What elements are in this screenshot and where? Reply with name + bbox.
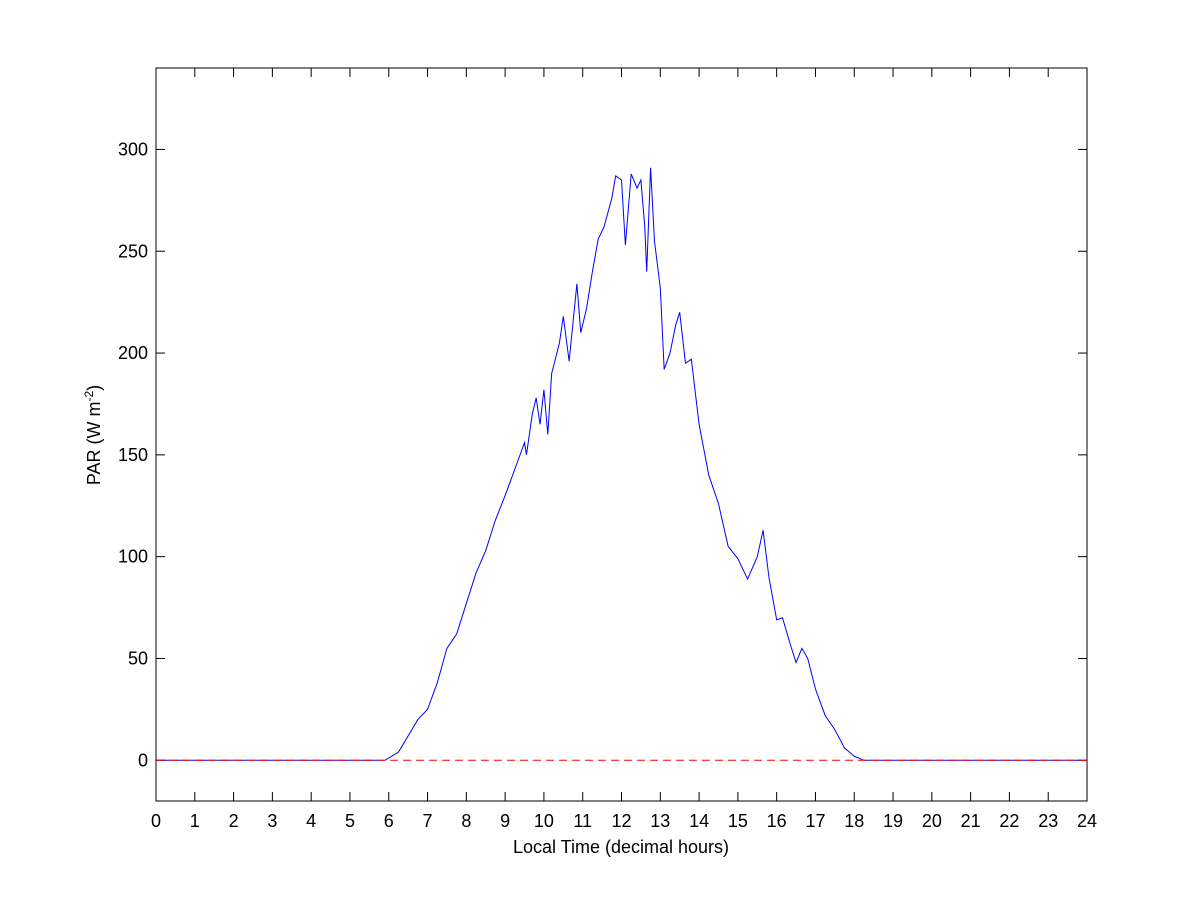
x-tick-label: 4 [306, 811, 316, 831]
y-axis-label-main: PAR (W m [84, 402, 104, 486]
y-axis-label-exponent: -2 [82, 391, 96, 402]
x-tick-label: 17 [805, 811, 825, 831]
y-tick-label: 150 [118, 445, 148, 465]
x-axis-label: Local Time (decimal hours) [513, 837, 729, 857]
x-tick-label: 9 [500, 811, 510, 831]
x-tick-label: 2 [229, 811, 239, 831]
data-line [156, 167, 1087, 761]
x-tick-label: 7 [423, 811, 433, 831]
x-tick-label: 18 [844, 811, 864, 831]
y-tick-label: 250 [118, 241, 148, 261]
x-tick-label: 19 [883, 811, 903, 831]
x-tick-label: 0 [151, 811, 161, 831]
x-tick-label: 22 [999, 811, 1019, 831]
x-tick-label: 3 [267, 811, 277, 831]
x-tick-label: 21 [961, 811, 981, 831]
x-tick-label: 5 [345, 811, 355, 831]
y-tick-label: 200 [118, 343, 148, 363]
y-tick-label: 0 [138, 750, 148, 770]
x-tick-label: 10 [534, 811, 554, 831]
x-tick-label: 16 [767, 811, 787, 831]
y-axis-label-end: ) [84, 385, 104, 391]
x-tick-label: 14 [689, 811, 709, 831]
x-tick-label: 6 [384, 811, 394, 831]
x-tick-label: 23 [1038, 811, 1058, 831]
x-tick-label: 13 [650, 811, 670, 831]
x-tick-label: 15 [728, 811, 748, 831]
y-axis-label: PAR (W m-2) [82, 385, 104, 485]
y-tick-label: 300 [118, 139, 148, 159]
x-tick-label: 12 [611, 811, 631, 831]
x-tick-label: 24 [1077, 811, 1097, 831]
x-tick-label: 8 [461, 811, 471, 831]
y-tick-label: 50 [128, 648, 148, 668]
x-tick-label: 20 [922, 811, 942, 831]
x-tick-label: 11 [573, 811, 592, 831]
y-tick-label: 100 [118, 547, 148, 567]
x-tick-label: 1 [190, 811, 200, 831]
